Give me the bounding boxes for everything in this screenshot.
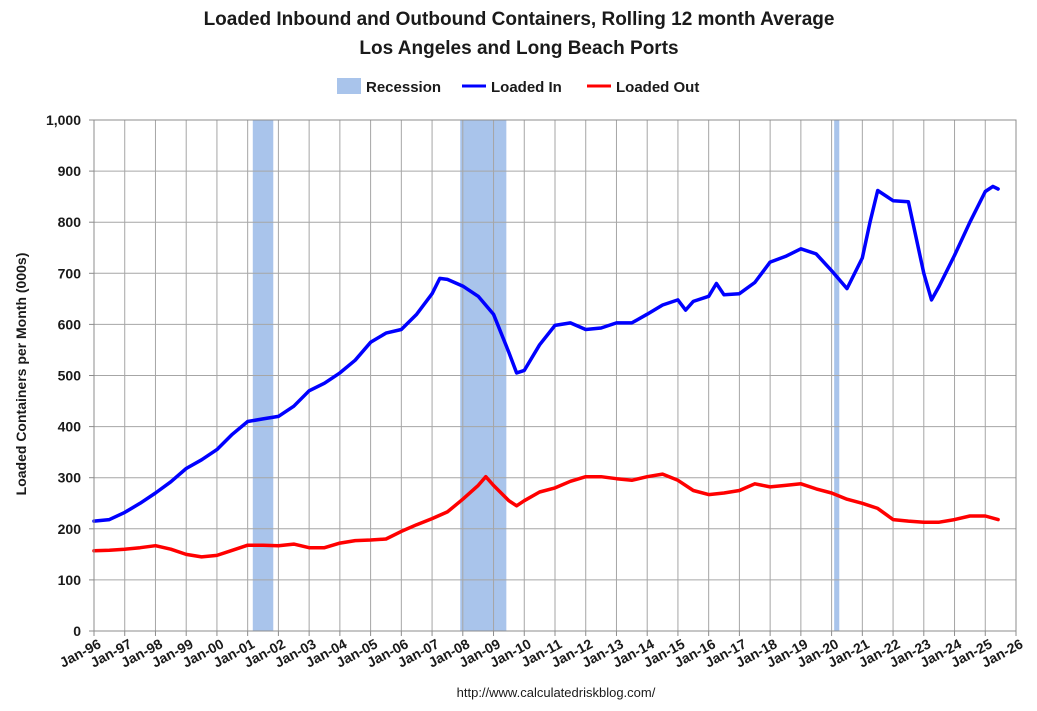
legend-loaded-in-label: Loaded In [491,79,562,96]
y-axis-label: Loaded Containers per Month (000s) [13,253,29,496]
chart-title: Loaded Inbound and Outbound Containers, … [204,9,835,30]
legend-recession-label: Recession [366,79,441,96]
y-tick-label: 500 [58,368,82,384]
series-line-loaded-out [92,472,1000,559]
y-tick-label: 600 [58,316,82,332]
y-tick-label: 300 [58,470,82,486]
y-tick-label: 1,000 [46,112,81,128]
y-tick-label: 800 [58,214,82,230]
y-tick-label: 900 [58,163,82,179]
chart-subtitle: Los Angeles and Long Beach Ports [359,38,678,59]
series-line-loaded-in [92,184,1000,523]
y-tick-label: 200 [58,521,82,537]
y-tick-label: 100 [58,572,82,588]
legend-recession-swatch [337,78,361,94]
y-tick-label: 0 [73,623,81,639]
source-url: http://www.calculatedriskblog.com/ [457,685,656,700]
legend-loaded-out-label: Loaded Out [616,79,699,96]
y-tick-label: 700 [58,265,82,281]
y-axis: 0 100 200 300 400 500 600 700 800 900 1,000 [46,112,94,639]
chart-legend: Recession Loaded In Loaded Out [337,78,699,96]
chart-series [92,184,1000,559]
x-axis: Jan-96Jan-97Jan-98Jan-99Jan-00Jan-01Jan-… [57,631,1026,670]
y-tick-label: 400 [58,419,82,435]
